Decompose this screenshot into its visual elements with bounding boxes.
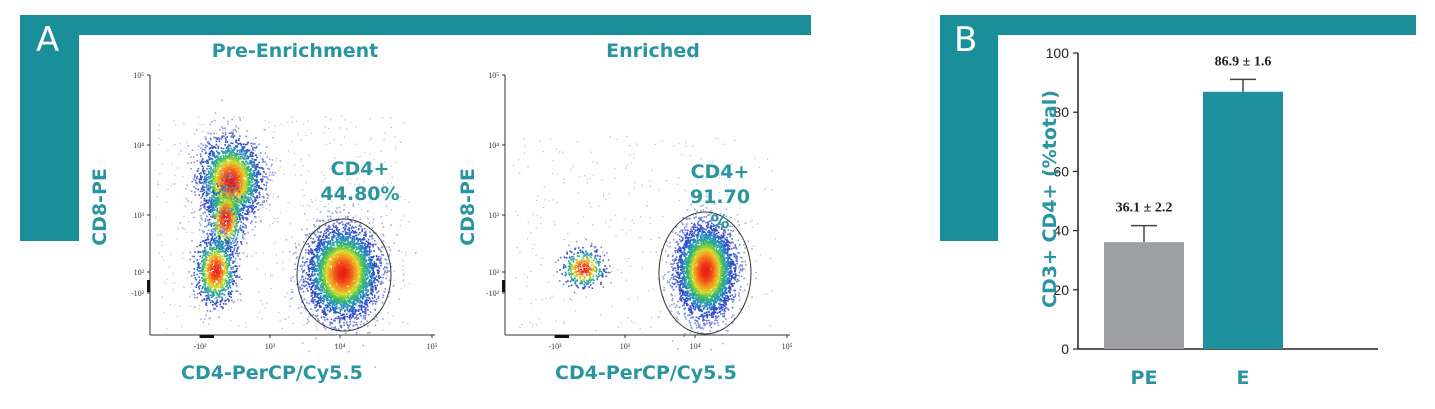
x-tick-label: -10² <box>548 342 562 351</box>
x-tick-label: 10⁴ <box>690 342 701 351</box>
category-label: PE <box>1131 367 1158 389</box>
y-tick-label: 10³ <box>489 211 500 220</box>
y-tick-label: 100 <box>1046 45 1070 61</box>
panel-b-header-bar <box>940 15 1416 35</box>
category-label: E <box>1237 367 1250 389</box>
x-tick-label: 10⁵ <box>427 342 438 351</box>
panel-b-side-bar <box>940 15 998 241</box>
cd4-gate <box>296 218 392 332</box>
plot2-gate-name: CD4+ <box>690 161 750 183</box>
x-tick-label: 10⁴ <box>335 342 346 351</box>
x-axis-marker <box>555 335 569 338</box>
y-tick-label: 60 <box>1053 163 1069 179</box>
panel-a-header-bar <box>20 15 811 35</box>
panel-a-side-bar <box>20 15 79 241</box>
y-tick-label: 10² <box>134 268 145 277</box>
value-label: 36.1 ± 2.2 <box>1116 201 1173 216</box>
x-tick-label: 10³ <box>620 342 631 351</box>
y-tick-label: 10⁴ <box>133 141 144 150</box>
y-tick-label: 10³ <box>134 211 145 220</box>
y-tick-label: 10⁵ <box>133 71 144 80</box>
x-tick-label: -10² <box>193 342 207 351</box>
double-negative-population <box>188 212 243 324</box>
plot1-gate-name: CD4+ <box>330 158 390 180</box>
plot2-title: Enriched <box>606 40 700 62</box>
plot1-xlabel: CD4-PerCP/Cy5.5 <box>181 362 363 384</box>
plot1-gate-label: CD4+ 44.80% <box>310 157 410 207</box>
y-tick-label: 10⁵ <box>488 71 499 80</box>
plot2-gate-percent: 91.70 <box>689 186 751 208</box>
flow-plot-enriched: 10⁵ 10⁴ 10³ 10² -10² -10² 10³ 10⁴ 10⁵ <box>486 71 793 366</box>
y-tick-label: 40 <box>1053 223 1069 239</box>
y-tick-label: 80 <box>1053 104 1069 120</box>
flow-plot-pre-enrichment: 10⁵ 10⁴ 10³ 10² -10² -10² 10³ 10⁴ 10⁵ <box>131 71 438 368</box>
y-axis-marker <box>147 280 150 292</box>
plot1-ylabel: CD8-PE <box>89 168 111 246</box>
plot2-xlabel: CD4-PerCP/Cy5.5 <box>555 362 737 384</box>
cd4-gate <box>658 211 752 335</box>
plot2-gate-label: CD4+ 91.70 % <box>670 160 770 235</box>
residual-population <box>554 238 612 300</box>
y-tick-label: 0 <box>1061 341 1069 357</box>
panel-a-letter: A <box>36 20 60 60</box>
plot2-ylabel: CD8-PE <box>457 168 479 246</box>
y-tick-label: -10² <box>486 289 500 298</box>
cd4-population <box>657 195 757 366</box>
y-tick-label: 10⁴ <box>488 141 499 150</box>
x-tick-label: 10⁵ <box>782 342 793 351</box>
bar-chart: 0 20 40 60 80 100 36.1 ± 2.2 PE 86.9 ± 1.6 E <box>1046 45 1378 389</box>
y-tick-label: 10² <box>489 268 500 277</box>
value-label: 86.9 ± 1.6 <box>1215 54 1272 69</box>
x-tick-label: 10³ <box>265 342 276 351</box>
y-tick-label: 20 <box>1053 282 1069 298</box>
bar-pe <box>1104 242 1184 349</box>
panel-b-letter: B <box>954 20 978 60</box>
plot1-gate-percent: 44.80% <box>320 183 400 205</box>
plot2-gate-percent-sign: % <box>710 211 730 233</box>
plot1-title: Pre-Enrichment <box>211 40 379 62</box>
bar-chart-ylabel: CD3+ CD4+ (%total) <box>1039 90 1061 308</box>
y-tick-label: -10² <box>131 289 145 298</box>
cd4-population <box>284 203 417 368</box>
x-axis-marker <box>200 335 214 338</box>
bar-e <box>1203 91 1283 349</box>
y-axis-marker <box>502 280 505 292</box>
